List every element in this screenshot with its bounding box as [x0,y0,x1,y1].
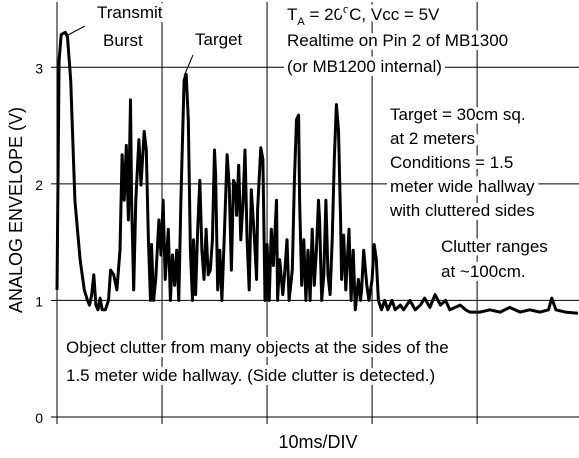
y-tick-label: 3 [35,60,43,76]
annotations: Transmit Burst Target TA = 20oC, Vcc = 5V Re… [62,0,552,389]
y-tick-label: 2 [35,177,43,193]
leader-line [65,25,86,37]
y-tick-label: 0 [35,410,43,426]
annotation: Target [195,30,243,49]
annotation: Target = 30cm sq. [390,105,526,124]
y-axis-label: ANALOG ENVELOPE (V) [6,107,26,313]
annotation-part: C, Vcc = 5V [349,5,440,24]
annotation-part: T [287,5,297,24]
annotation: Conditions = 1.5 [390,153,513,172]
annotation: (or MB1200 internal) [287,57,442,76]
annotation: TA = 20oC, Vcc = 5V [287,4,440,28]
x-axis-label: 10ms/DIV [278,432,357,452]
annotation: Burst [103,31,143,50]
y-tick-label: 1 [35,293,43,309]
annotation: meter wide hallway [390,177,535,196]
annotation: with cluttered sides [389,201,535,220]
annotation: Object clutter from many objects at the … [66,338,449,357]
leader-line [183,54,194,77]
plot [51,2,579,424]
annotation: at ~100cm. [441,262,526,281]
annotation: 1.5 meter wide hallway. (Side clutter is… [66,366,435,385]
annotation: Transmit [97,3,163,22]
annotation: at 2 meters [390,129,475,148]
grid [57,2,579,417]
annotation-part: = 20 [305,5,343,24]
annotation: Clutter ranges [441,237,548,256]
data-line [55,30,579,315]
annotation: Realtime on Pin 2 of MB1300 [287,31,508,50]
